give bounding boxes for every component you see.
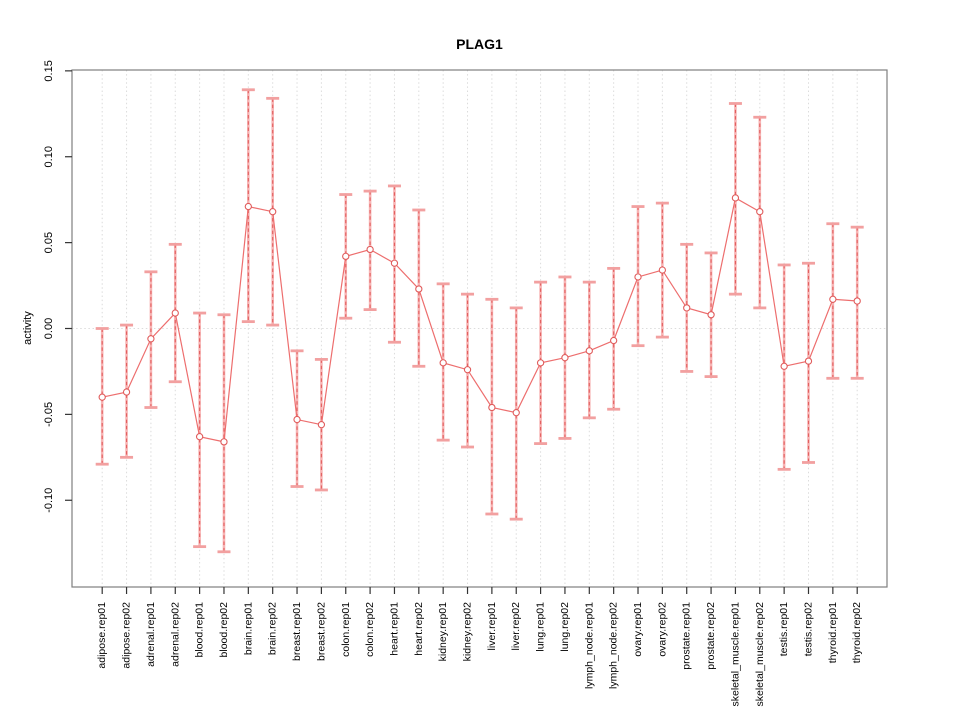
data-point xyxy=(585,347,593,355)
x-tick-label: skeletal_muscle.rep02 xyxy=(754,602,766,707)
x-tick-label: adrenal.rep02 xyxy=(169,602,181,667)
data-point xyxy=(98,393,106,401)
data-point xyxy=(220,438,228,446)
x-tick-label: kidney.rep02 xyxy=(462,602,474,662)
x-tick-label: testis.rep01 xyxy=(778,602,790,656)
data-point xyxy=(536,359,545,367)
data-point xyxy=(317,421,326,429)
data-point xyxy=(731,194,740,202)
x-tick-label: blood.rep02 xyxy=(218,602,230,658)
x-tick-label: thyroid.rep02 xyxy=(851,602,863,663)
y-tick-label: 0.10 xyxy=(43,146,55,167)
data-point xyxy=(780,362,788,370)
x-tick-label: colon.rep02 xyxy=(364,602,376,657)
x-tick-label: lung.rep02 xyxy=(559,602,571,652)
x-tick-label: ovary.rep01 xyxy=(632,602,644,657)
data-point xyxy=(463,366,472,374)
data-point xyxy=(756,208,764,216)
data-point xyxy=(269,208,277,216)
x-tick-label: liver.rep01 xyxy=(486,602,498,651)
x-tick-label: ovary.rep02 xyxy=(656,602,668,657)
x-tick-label: blood.rep01 xyxy=(194,602,206,658)
y-tick-label: -0.05 xyxy=(43,402,55,427)
data-point xyxy=(244,202,252,211)
x-tick-label: brain.rep01 xyxy=(242,602,254,655)
data-point xyxy=(195,433,204,441)
data-line xyxy=(102,197,858,443)
x-tick-label: skeletal_muscle.rep01 xyxy=(729,602,741,707)
x-tick-label: heart.rep01 xyxy=(388,602,400,656)
x-tick-label: lymph_node.rep01 xyxy=(583,602,595,689)
data-point xyxy=(610,336,618,345)
x-tick-label: kidney.rep01 xyxy=(437,602,449,662)
x-tick-label: brain.rep02 xyxy=(267,602,279,655)
data-point xyxy=(683,304,691,312)
x-tick-label: colon.rep01 xyxy=(340,602,352,657)
data-point xyxy=(658,266,667,274)
x-tick-label: testis.rep02 xyxy=(802,602,814,656)
plot-border xyxy=(71,69,888,588)
data-point xyxy=(366,245,374,254)
y-tick-label: -0.10 xyxy=(43,488,55,513)
y-tick-label: 0.00 xyxy=(43,318,55,339)
y-tick-label: 0.15 xyxy=(43,60,55,81)
x-tick-label: breast.rep01 xyxy=(291,602,303,661)
data-point xyxy=(488,403,496,412)
x-tick-label: prostate.rep01 xyxy=(681,602,693,670)
x-tick-label: prostate.rep02 xyxy=(705,602,717,670)
x-tick-label: adrenal.rep01 xyxy=(145,602,157,667)
data-point xyxy=(829,295,837,303)
data-point xyxy=(804,357,813,365)
data-point xyxy=(707,311,715,319)
data-point xyxy=(171,309,179,317)
data-point xyxy=(390,259,399,267)
x-tick-label: breast.rep02 xyxy=(315,602,327,661)
x-tick-label: heart.rep02 xyxy=(413,602,425,656)
x-tick-label: lymph_node.rep02 xyxy=(608,602,620,689)
data-point xyxy=(122,388,131,396)
data-point xyxy=(293,415,301,424)
x-tick-label: thyroid.rep01 xyxy=(827,602,839,663)
data-point xyxy=(512,409,520,417)
data-point xyxy=(561,354,569,362)
data-point xyxy=(415,285,423,293)
data-point xyxy=(439,359,447,367)
data-point xyxy=(342,252,350,261)
x-tick-label: adipose.rep02 xyxy=(121,602,133,669)
data-point xyxy=(853,297,861,305)
data-point xyxy=(147,335,155,343)
x-tick-label: liver.rep02 xyxy=(510,602,522,651)
x-tick-label: lung.rep01 xyxy=(535,602,547,652)
y-tick-label: 0.05 xyxy=(43,232,55,253)
data-point xyxy=(634,273,642,281)
chart-title: PLAG1 xyxy=(456,36,503,52)
x-tick-label: adipose.rep01 xyxy=(96,602,108,669)
